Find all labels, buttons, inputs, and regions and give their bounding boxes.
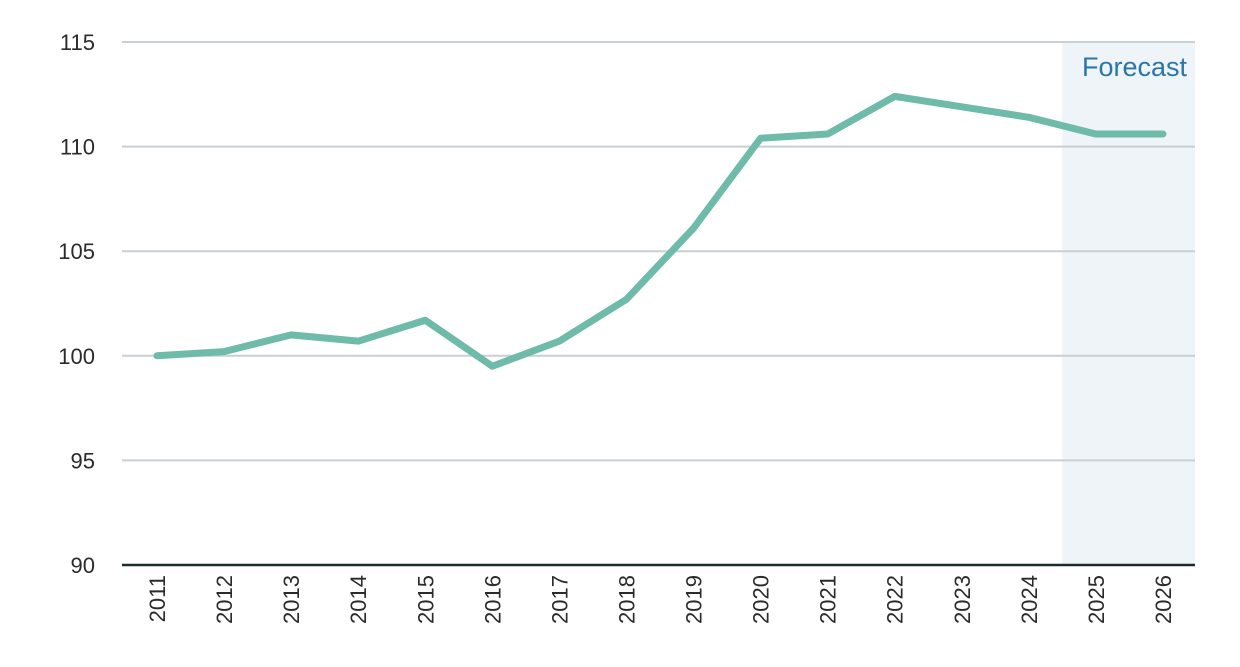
x-tick-label: 2014 <box>346 575 371 624</box>
x-tick-label: 2024 <box>1017 575 1042 624</box>
y-tick-label: 110 <box>60 135 95 160</box>
x-tick-label: 2012 <box>212 575 237 624</box>
y-tick-label: 90 <box>71 553 95 578</box>
y-tick-label: 100 <box>58 344 95 369</box>
x-tick-label: 2011 <box>145 575 170 622</box>
x-tick-label: 2023 <box>950 575 975 624</box>
y-tick-label: 95 <box>71 448 95 473</box>
x-tick-label: 2022 <box>883 575 908 624</box>
x-tick-label: 2016 <box>480 575 505 624</box>
y-tick-label: 105 <box>58 239 95 264</box>
x-tick-label: 2015 <box>413 575 438 624</box>
x-tick-label: 2025 <box>1084 575 1109 624</box>
x-tick-label: 2020 <box>749 575 774 624</box>
x-tick-label: 2017 <box>547 575 572 624</box>
x-tick-label: 2018 <box>614 575 639 624</box>
series-line <box>153 92 1167 370</box>
forecast-label: Forecast <box>1082 52 1188 82</box>
x-tick-label: 2026 <box>1151 575 1176 624</box>
x-tick-label: 2013 <box>279 575 304 624</box>
x-tick-label: 2021 <box>816 575 841 624</box>
forecast-region <box>1062 42 1195 565</box>
y-tick-label: 115 <box>60 30 95 55</box>
x-tick-label: 2019 <box>682 575 707 624</box>
